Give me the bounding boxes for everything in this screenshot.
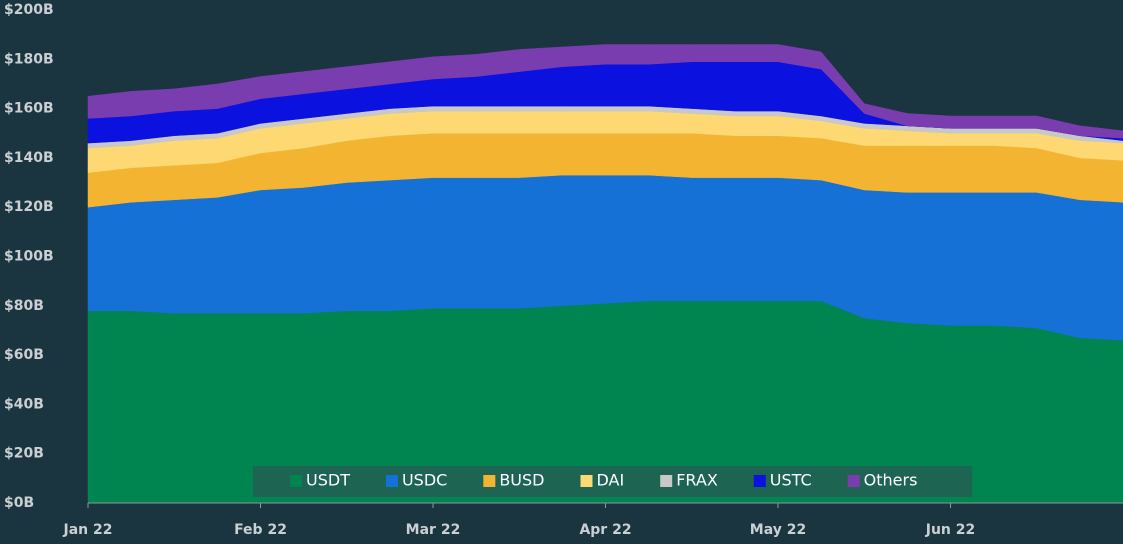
legend-swatch bbox=[580, 475, 593, 487]
legend-swatch bbox=[290, 475, 302, 487]
x-tick-label: Jun 22 bbox=[925, 522, 976, 538]
y-tick-label: $0B bbox=[4, 495, 34, 511]
x-tick-label: Mar 22 bbox=[406, 522, 461, 538]
y-tick-label: $80B bbox=[4, 298, 44, 314]
x-tick-label: May 22 bbox=[750, 522, 806, 538]
legend: USDT USDC BUSD DAI FRAX USTC Others bbox=[253, 466, 972, 497]
x-tick-label: Feb 22 bbox=[234, 522, 287, 538]
legend-swatch bbox=[847, 475, 860, 487]
y-tick-label: $60B bbox=[4, 347, 44, 363]
area bbox=[87, 44, 1123, 139]
x-tick-label: Apr 22 bbox=[579, 522, 631, 538]
x-tick-label: Jan 22 bbox=[63, 522, 113, 538]
legend-swatch bbox=[753, 475, 766, 487]
y-tick-label: $40B bbox=[4, 396, 44, 412]
legend-label: Others bbox=[864, 471, 918, 490]
y-tick-label: $200B bbox=[4, 2, 54, 18]
legend-swatch bbox=[660, 475, 673, 487]
legend-label: BUSD bbox=[499, 471, 544, 490]
legend-label: FRAX bbox=[676, 471, 718, 490]
legend-label: USDC bbox=[402, 471, 447, 490]
legend-swatch bbox=[385, 475, 398, 487]
y-tick-label: $120B bbox=[4, 199, 54, 215]
y-tick-label: $160B bbox=[4, 101, 54, 117]
y-tick-label: $20B bbox=[4, 446, 44, 462]
legend-label: USTC bbox=[770, 471, 812, 490]
y-tick-label: $140B bbox=[4, 150, 54, 166]
legend-label: USDT bbox=[306, 471, 350, 490]
y-tick-label: $100B bbox=[4, 249, 54, 265]
legend-label: DAI bbox=[597, 471, 625, 490]
y-tick-label: $180B bbox=[4, 51, 54, 67]
legend-swatch bbox=[483, 475, 496, 487]
